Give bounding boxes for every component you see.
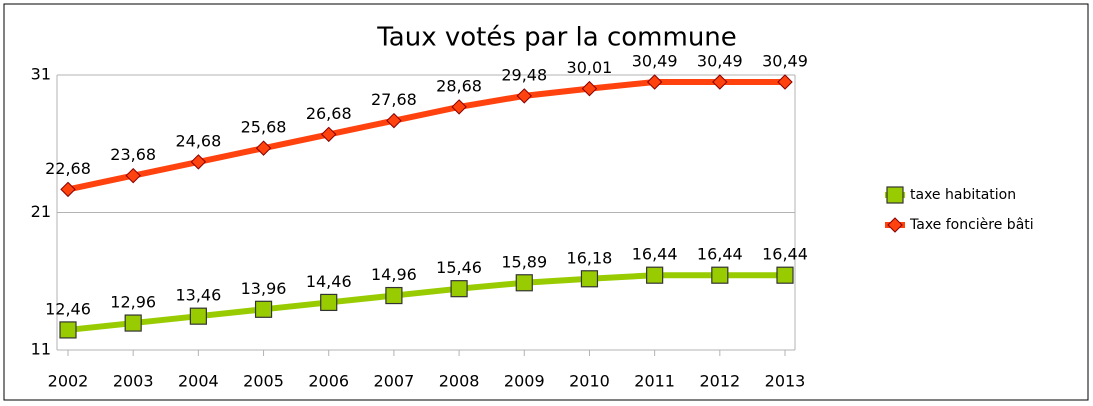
data-label: 15,46 [436,258,482,277]
x-tick-label: 2007 [374,372,415,391]
data-point [124,314,142,332]
data-point [321,126,337,143]
data-point [189,307,207,325]
data-label: 29,48 [501,65,547,84]
data-point [777,74,793,90]
data-point [385,286,403,305]
data-label: 30,49 [632,52,678,71]
x-tick-label: 2010 [569,372,610,391]
x-tick-label: 2006 [308,372,349,391]
x-tick-label: 2005 [243,372,284,391]
data-label: 12,96 [110,293,156,312]
data-label: 13,46 [175,286,221,305]
data-label: 14,46 [306,272,352,291]
data-label: 30,01 [567,58,613,77]
data-point [646,74,663,90]
legend-marker [886,186,904,204]
data-label: 16,44 [632,245,678,264]
data-point [386,112,402,129]
data-point [255,140,272,156]
data-label: 24,68 [175,131,221,150]
data-label: 30,49 [762,52,808,71]
data-point [581,80,598,97]
legend-label: taxe habitation [910,187,1016,203]
y-tick-label: 31 [31,65,51,84]
data-label: 14,96 [371,265,417,284]
x-tick-label: 2011 [634,372,675,391]
x-tick-label: 2012 [699,372,740,391]
x-tick-label: 2003 [113,372,154,391]
data-label: 28,68 [436,76,482,95]
data-label: 16,44 [697,245,743,264]
data-label: 26,68 [306,104,352,123]
x-tick-label: 2008 [439,372,480,391]
data-point [190,154,207,170]
data-label: 12,46 [45,299,91,318]
data-label: 23,68 [110,145,156,164]
data-label: 27,68 [371,90,417,109]
data-label: 15,89 [501,252,547,271]
x-tick-label: 2013 [765,372,806,391]
data-point [646,266,664,284]
series-line [67,79,785,193]
chart-border [3,3,1089,401]
data-point [776,266,794,284]
data-point [451,99,467,115]
data-point [59,321,77,339]
chart-title: Taux votés par la commune [376,23,737,53]
data-point [125,167,141,184]
data-label: 16,44 [762,245,808,264]
data-point [450,280,468,298]
y-tick-label: 11 [31,340,51,359]
data-label: 25,68 [241,118,287,137]
data-point [515,274,533,292]
y-tick-label: 21 [31,202,51,221]
data-point [254,300,273,318]
data-label: 16,18 [567,248,613,267]
data-point [711,266,729,284]
data-point [712,74,728,90]
x-tick-label: 2002 [48,372,89,391]
data-label: 22,68 [45,159,91,178]
data-point [580,270,599,288]
data-point [516,88,532,104]
series-line [67,272,785,333]
data-label: 30,49 [697,52,743,71]
x-tick-label: 2009 [504,372,545,391]
x-tick-label: 2004 [178,372,219,391]
data-label: 13,96 [241,279,287,298]
legend-marker [887,217,903,233]
data-point [60,181,76,198]
legend-label: Taxe foncière bâti [909,217,1034,233]
data-point [320,293,338,312]
